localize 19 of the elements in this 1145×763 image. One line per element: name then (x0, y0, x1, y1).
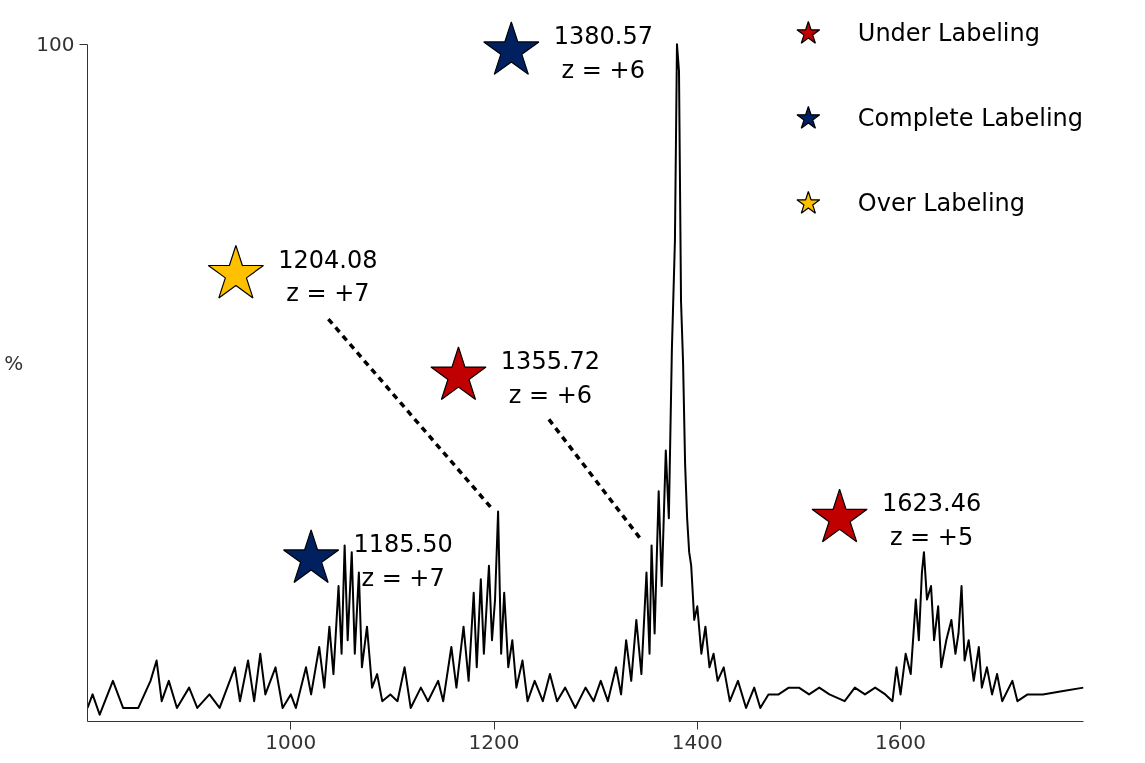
x-tick-label: 1600 (875, 729, 927, 754)
point (207, 244, 265, 299)
point (430, 346, 487, 401)
annotation: 1355.72 z = +6 (500, 347, 601, 409)
point (483, 21, 540, 75)
legend-label: Complete Labeling (857, 104, 1083, 132)
annotation: 1185.50 z = +7 (353, 530, 453, 592)
point (282, 529, 340, 583)
x-tick-label: 1000 (265, 729, 317, 754)
annotation: 1204.08 z = +7 (278, 245, 378, 308)
text: 100 (36, 32, 75, 57)
annotation: 1623.46 z = +5 (881, 489, 982, 552)
x-tick-label: 1400 (671, 729, 723, 754)
annotation: 1380.57 z = +6 (553, 22, 653, 84)
point (811, 488, 868, 543)
legend-label: Under Labeling (857, 19, 1040, 47)
legend-label: Over Labeling (857, 189, 1026, 217)
x-tick-label: 1200 (468, 729, 520, 754)
y-axis-title: % (4, 350, 24, 375)
